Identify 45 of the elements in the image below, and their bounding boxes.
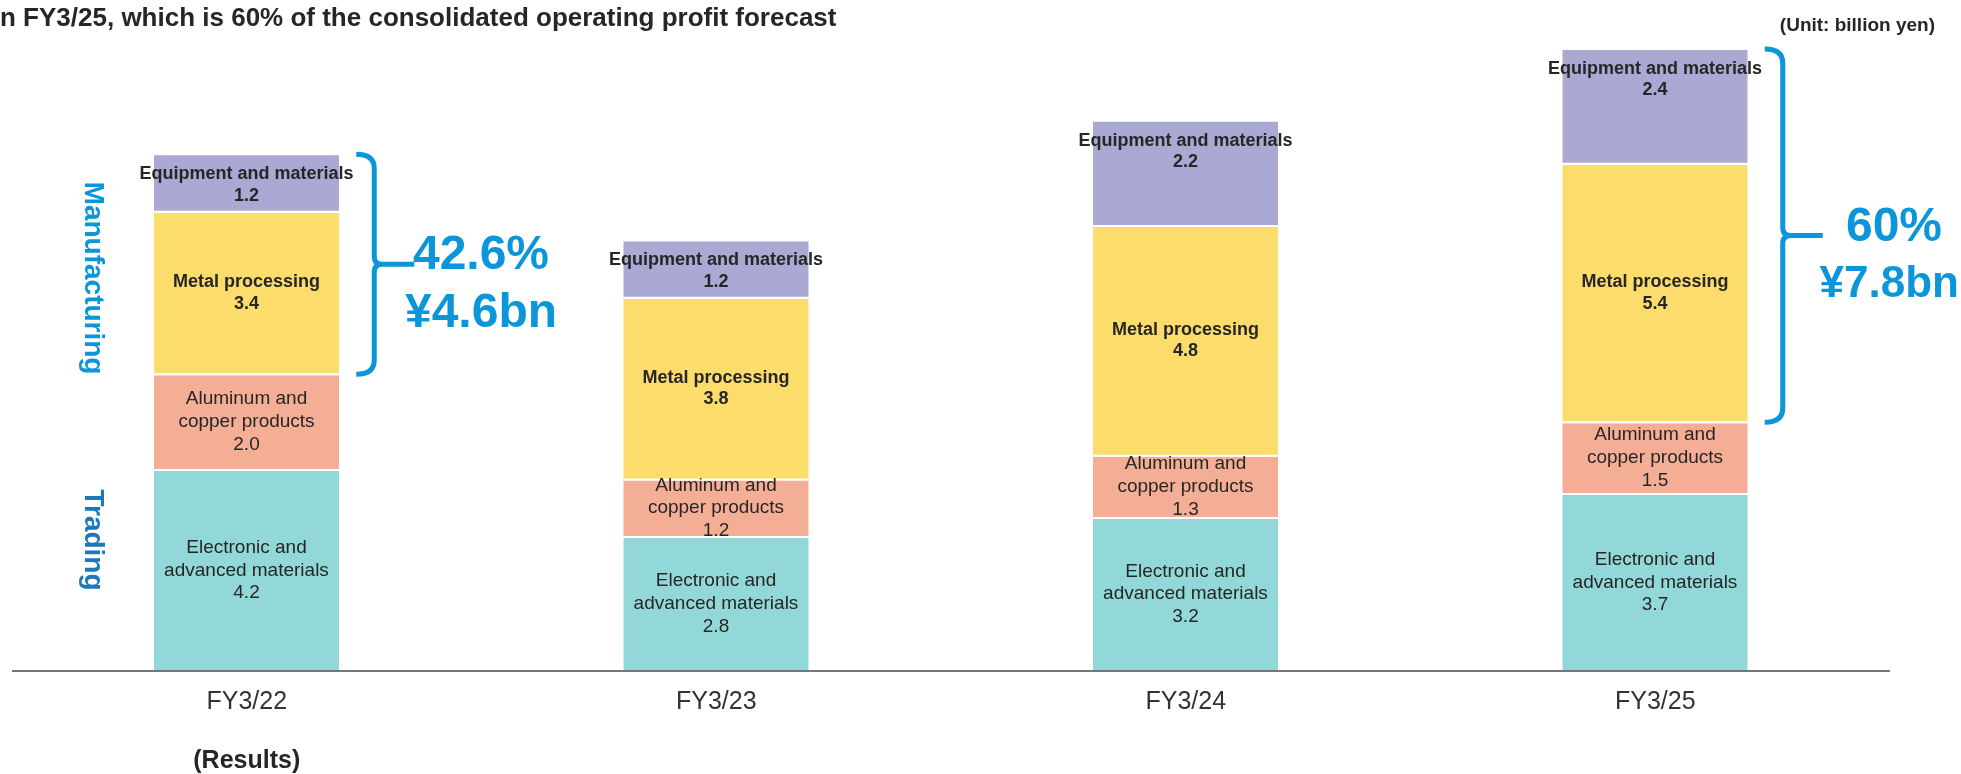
- text: (Results): [193, 744, 301, 774]
- data-label: 1.2: [233, 184, 260, 205]
- data-label: 2.0: [233, 433, 260, 455]
- data-label: 4.8: [1172, 340, 1199, 361]
- annotation: Manufacturing: [78, 181, 110, 375]
- data-label: 2.8: [702, 614, 730, 636]
- data-label: 1.2: [703, 270, 729, 291]
- text: Aluminum and copper products: [178, 387, 315, 432]
- series-label: Electronic and advanced materials: [1103, 559, 1268, 604]
- annotation: 42.6%: [412, 224, 550, 280]
- text: Metal processing: [1581, 270, 1729, 291]
- annotation: 60%: [1845, 196, 1943, 252]
- text: Metal processing: [642, 366, 790, 387]
- annotation: ¥4.6bn: [404, 282, 558, 338]
- data-label: 2.2: [1172, 151, 1199, 172]
- annotation: Trading: [78, 489, 110, 591]
- text: Equipment and materials: [608, 249, 824, 270]
- data-label: 3.7: [1641, 593, 1669, 615]
- series-label: Equipment and materials: [139, 163, 354, 184]
- text: Aluminum and copper products: [1117, 452, 1254, 496]
- data-label: 3.8: [703, 388, 729, 409]
- text: Electronic and advanced materials: [1572, 547, 1738, 592]
- data-label: 5.4: [1642, 292, 1668, 313]
- text: Electronic and advanced materials: [164, 535, 329, 580]
- text: (Unit: billion yen): [1779, 14, 1935, 36]
- data-label: 1.5: [1641, 468, 1669, 490]
- text: Aluminum and copper products: [647, 473, 785, 518]
- annotation: ¥7.8bn: [1819, 256, 1959, 307]
- series-label: Aluminum and copper products: [1586, 423, 1724, 468]
- text: Metal processing: [1111, 318, 1260, 339]
- series-label: Metal processing: [172, 270, 321, 291]
- data-label: 1.2: [702, 519, 730, 541]
- x-tick-label: FY3/25: [1614, 685, 1696, 714]
- data-label: 3.4: [233, 292, 260, 313]
- chart-title: n FY3/25, which is 60% of the consolidated operating profit forecast: [0, 2, 837, 33]
- data-label: 3.2: [1172, 605, 1199, 627]
- text: Equipment and materials: [1547, 57, 1763, 78]
- x-tick-label: FY3/22: [206, 685, 288, 714]
- x-tick-label: FY3/23: [675, 685, 757, 714]
- text: Electronic and advanced materials: [633, 569, 799, 614]
- x-tick-label: FY3/24: [1145, 685, 1227, 714]
- data-label: 4.2: [233, 581, 260, 603]
- text: Equipment and materials: [1078, 129, 1293, 150]
- data-label: 2.4: [1642, 79, 1668, 100]
- data-label: 1.3: [1172, 497, 1199, 519]
